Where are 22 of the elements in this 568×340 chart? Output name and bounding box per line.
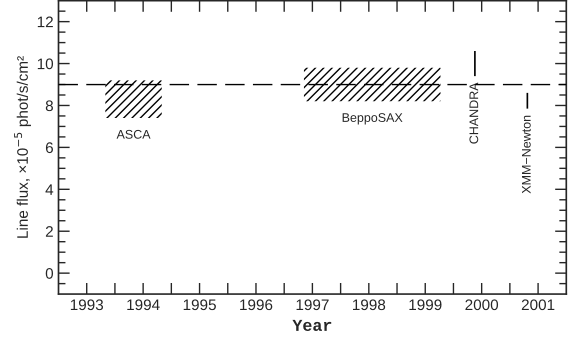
x-tick-label: 1994 — [127, 299, 160, 310]
y-tick-label: 6 — [46, 142, 53, 154]
x-tick-label: 1993 — [70, 299, 104, 310]
x-tick-label: 1998 — [352, 299, 386, 310]
x-tick-label: 1996 — [240, 299, 272, 310]
legend-label: ASCA — [116, 130, 151, 139]
x-tick-label: 2000 — [465, 299, 498, 310]
y-tick-label: 0 — [46, 268, 54, 279]
x-tick-label: 1997 — [296, 299, 329, 310]
y-tick-label: 10 — [38, 58, 54, 70]
text: XMM−Newton — [522, 116, 531, 194]
y-tick-label: 4 — [46, 184, 54, 195]
x-tick-label: 1999 — [409, 299, 442, 310]
x-tick-label: 1995 — [184, 299, 216, 310]
y-axis-title: Line flux, ×10$^{−5}$ phot/s/cm² — [14, 56, 31, 238]
text: CHANDRA — [469, 82, 478, 144]
y-tick-label: 2 — [46, 226, 53, 237]
x-axis-title: Year — [292, 320, 332, 331]
legend-label: BeppoSAX — [342, 113, 403, 124]
x-tick-label: 2001 — [522, 299, 554, 310]
y-tick-label: 8 — [46, 100, 53, 112]
y-tick-label: 12 — [38, 16, 53, 28]
